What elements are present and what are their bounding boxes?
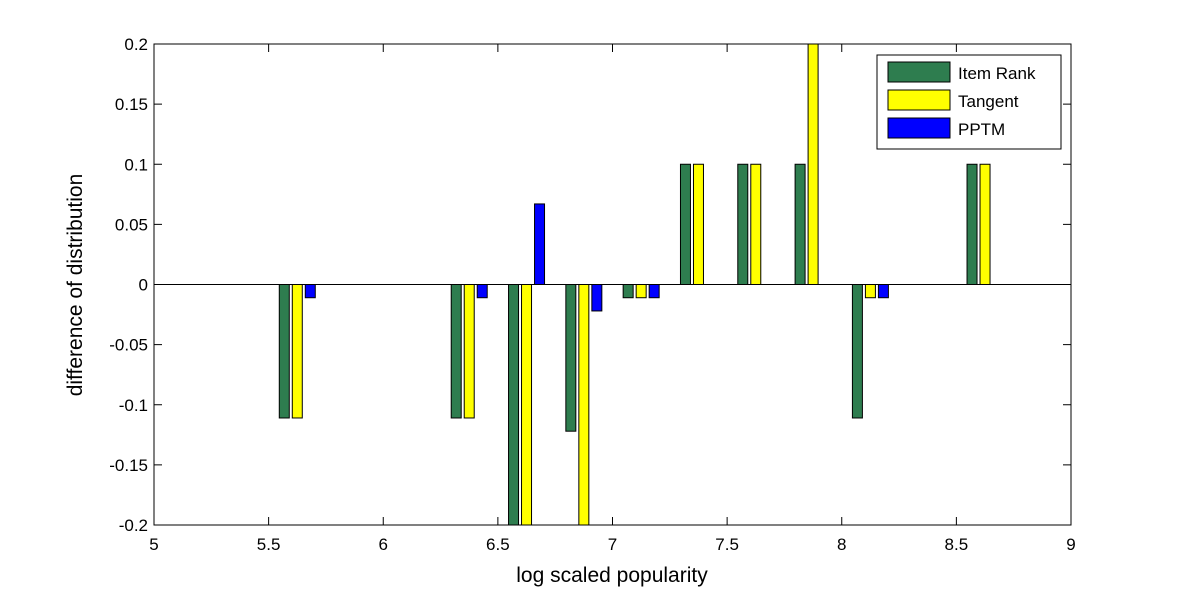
bar-item-rank-5 — [622, 284, 634, 299]
bar-tangent-10 — [979, 163, 991, 285]
y-tick-label: 0.05 — [115, 215, 148, 234]
x-tick-label: 5 — [149, 535, 158, 554]
bar-tangent-3 — [521, 284, 533, 525]
x-axis: 5 5.5 6 6.5 7 7.5 8 8.5 9 — [149, 44, 1076, 554]
y-tick-label: -0.1 — [119, 396, 148, 415]
y-axis: 0.2 0.15 0.1 0.05 0 -0.05 -0.1 -0.15 -0.2 — [109, 35, 1071, 535]
x-tick-label: 7 — [608, 535, 617, 554]
bar-tangent-5 — [635, 284, 647, 299]
x-tick-label: 8 — [837, 535, 846, 554]
y-axis-label: difference of distribution — [64, 174, 87, 397]
y-tick-label: 0 — [139, 276, 148, 295]
x-tick-label: 7.5 — [715, 535, 739, 554]
legend-swatch — [887, 89, 951, 111]
bar-pptm-4 — [591, 284, 603, 312]
bar-tangent-6 — [692, 163, 704, 285]
bar-item-rank-2 — [450, 284, 462, 419]
x-tick-label: 6.5 — [486, 535, 510, 554]
y-tick-label: -0.2 — [119, 516, 148, 535]
x-tick-label: 5.5 — [257, 535, 281, 554]
bar-item-rank-8 — [794, 163, 806, 285]
y-tick-label: 0.2 — [124, 35, 148, 54]
x-tick-label: 8.5 — [945, 535, 969, 554]
legend-entry-label: PPTM — [958, 120, 1005, 139]
bar-tangent-1 — [291, 284, 303, 419]
x-axis-label: log scaled popularity — [516, 564, 708, 587]
bar-item-rank-4 — [565, 284, 577, 432]
x-tick-label: 9 — [1066, 535, 1075, 554]
bar-pptm-3 — [534, 203, 546, 285]
bar-item-rank-3 — [508, 284, 520, 525]
legend-entry-label: Item Rank — [958, 64, 1036, 83]
bar-tangent-4 — [578, 284, 590, 525]
bar-item-rank-1 — [278, 284, 290, 419]
legend-swatch — [887, 61, 951, 83]
y-tick-label: -0.05 — [109, 336, 148, 355]
x-tick-label: 6 — [379, 535, 388, 554]
legend: Item Rank Tangent PPTM — [876, 54, 1062, 150]
bar-pptm-1 — [304, 284, 316, 299]
bar-tangent-8 — [807, 44, 819, 285]
y-tick-label: -0.15 — [109, 456, 148, 475]
y-tick-label: 0.1 — [124, 155, 148, 174]
bar-pptm-5 — [648, 284, 660, 299]
legend-swatch — [887, 117, 951, 139]
bar-item-rank-9 — [851, 284, 863, 419]
bar-item-rank-7 — [737, 163, 749, 285]
bar-item-rank-10 — [966, 163, 978, 285]
bar-tangent-9 — [864, 284, 876, 299]
y-tick-label: 0.15 — [115, 95, 148, 114]
legend-entry-label: Tangent — [958, 92, 1019, 111]
bar-pptm-2 — [476, 284, 488, 299]
bar-pptm-9 — [877, 284, 889, 299]
bar-item-rank-6 — [679, 163, 691, 285]
bar-tangent-2 — [463, 284, 475, 419]
bar-tangent-7 — [750, 163, 762, 285]
